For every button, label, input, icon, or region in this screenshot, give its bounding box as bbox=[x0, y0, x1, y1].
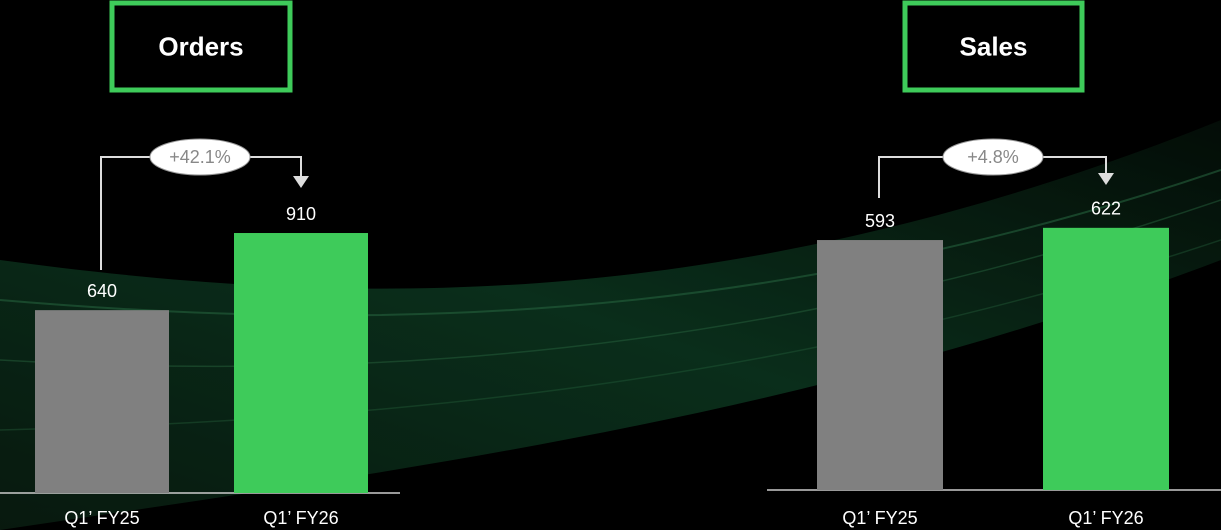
x-tick-label: Q1’ FY26 bbox=[1068, 508, 1143, 528]
change-badge bbox=[149, 138, 251, 176]
bar bbox=[1043, 227, 1169, 490]
chart-title: Orders bbox=[158, 31, 243, 61]
change-annotation: +42.1% bbox=[169, 147, 231, 167]
value-label: 910 bbox=[286, 204, 316, 224]
value-label: 622 bbox=[1091, 199, 1121, 219]
value-label: 593 bbox=[865, 211, 895, 231]
bar bbox=[817, 240, 943, 490]
value-label: 640 bbox=[87, 281, 117, 301]
bar bbox=[234, 233, 368, 493]
chart-title: Sales bbox=[960, 31, 1028, 61]
title-box bbox=[109, 0, 293, 93]
title-box bbox=[902, 0, 1085, 93]
bar bbox=[35, 310, 169, 493]
change-arrow bbox=[1098, 173, 1114, 185]
change-badge bbox=[942, 138, 1044, 176]
change-annotation: +4.8% bbox=[967, 147, 1019, 167]
change-arrow bbox=[293, 176, 309, 188]
x-tick-label: Q1’ FY25 bbox=[842, 508, 917, 528]
x-tick-label: Q1’ FY25 bbox=[64, 508, 139, 528]
x-tick-label: Q1’ FY26 bbox=[263, 508, 338, 528]
